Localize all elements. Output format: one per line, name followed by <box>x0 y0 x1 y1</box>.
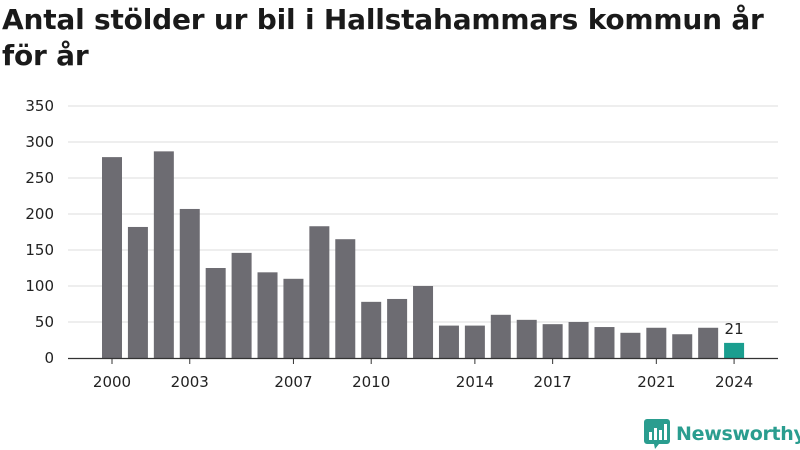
y-tick-label: 350 <box>25 97 54 115</box>
bar-2004 <box>205 268 226 358</box>
bar-2003 <box>179 208 200 358</box>
bar-2012 <box>413 286 434 358</box>
x-tick-label: 2021 <box>637 373 675 391</box>
bar-2010 <box>361 301 382 358</box>
bar-2000 <box>102 157 122 358</box>
x-tick-label: 2024 <box>715 373 753 391</box>
bar-2006 <box>257 272 278 358</box>
y-tick-label: 150 <box>25 241 54 259</box>
x-tick-label: 2014 <box>456 373 494 391</box>
bar-2020 <box>620 332 641 358</box>
bar-2009 <box>335 239 356 358</box>
x-tick-label: 2003 <box>171 373 209 391</box>
y-tick-label: 100 <box>25 277 54 295</box>
y-tick-label: 50 <box>35 313 54 331</box>
bar-2001 <box>127 226 148 358</box>
y-tick-label: 200 <box>25 205 54 223</box>
bar-2013 <box>438 325 459 358</box>
y-tick-label: 0 <box>44 349 54 367</box>
y-tick-label: 250 <box>25 169 54 187</box>
bar-2022 <box>672 334 693 358</box>
data-labels: 21 <box>725 320 744 338</box>
bars <box>102 151 745 358</box>
x-tick-label: 2000 <box>93 373 131 391</box>
x-tick-label: 2017 <box>534 373 572 391</box>
bar-2021 <box>646 327 667 358</box>
data-label: 21 <box>725 320 744 338</box>
y-tick-label: 300 <box>25 133 54 151</box>
bar-2016 <box>516 319 537 358</box>
x-tick-label: 2007 <box>274 373 312 391</box>
x-axis <box>68 357 778 364</box>
newsworthy-brand: Newsworthy <box>644 419 800 449</box>
bar-2002 <box>153 151 174 358</box>
bar-2011 <box>387 298 408 358</box>
bar-2005 <box>231 252 252 358</box>
bar-2024 <box>724 342 745 358</box>
y-axis-tick-labels: 0 50 100 150 200 250 300 350 <box>25 97 54 367</box>
bar-2008 <box>309 226 330 358</box>
bar-2023 <box>698 327 719 358</box>
bar-2017 <box>542 324 563 358</box>
bar-2014 <box>464 325 485 358</box>
bar-2018 <box>568 322 589 358</box>
brand-name: Newsworthy <box>676 423 800 445</box>
x-tick-label: 2010 <box>352 373 390 391</box>
x-axis-tick-labels: 2000 2003 2007 2010 2014 2017 2021 2024 <box>93 373 753 391</box>
chart-title: Antal stölder ur bil i Hallstahammars ko… <box>2 3 764 72</box>
newsworthy-logo-icon <box>644 419 670 449</box>
bar-2015 <box>490 314 511 358</box>
bar-2007 <box>283 278 304 358</box>
bar-2019 <box>594 327 615 358</box>
